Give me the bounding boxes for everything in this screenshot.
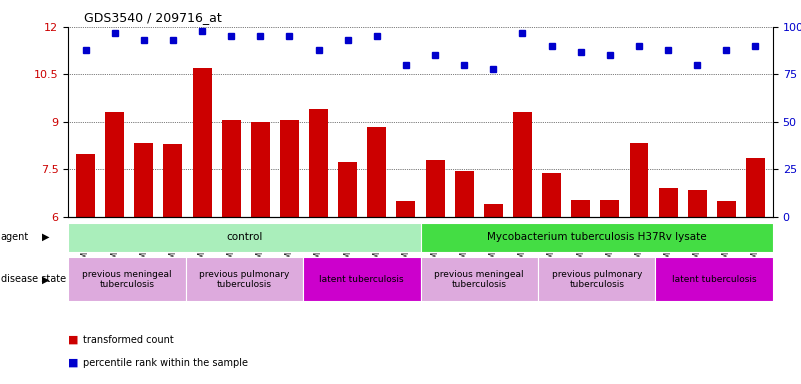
Bar xyxy=(425,160,445,384)
Bar xyxy=(601,200,619,384)
Bar xyxy=(658,189,678,384)
Bar xyxy=(455,171,473,384)
Bar xyxy=(76,154,95,384)
Bar xyxy=(571,200,590,384)
Bar xyxy=(280,120,299,384)
Text: ▶: ▶ xyxy=(42,274,50,285)
Text: previous meningeal
tuberculosis: previous meningeal tuberculosis xyxy=(82,270,171,289)
Bar xyxy=(688,190,706,384)
Bar xyxy=(717,201,736,384)
Bar xyxy=(630,142,649,384)
Bar xyxy=(163,144,183,384)
Text: Mycobacterium tuberculosis H37Rv lysate: Mycobacterium tuberculosis H37Rv lysate xyxy=(487,232,706,242)
Text: control: control xyxy=(226,232,263,242)
Bar xyxy=(251,122,270,384)
Bar xyxy=(192,68,211,384)
Text: previous pulmonary
tuberculosis: previous pulmonary tuberculosis xyxy=(552,270,642,289)
Bar xyxy=(368,127,386,384)
Text: latent tuberculosis: latent tuberculosis xyxy=(320,275,404,284)
Text: latent tuberculosis: latent tuberculosis xyxy=(672,275,756,284)
Text: previous meningeal
tuberculosis: previous meningeal tuberculosis xyxy=(434,270,524,289)
Bar xyxy=(542,173,561,384)
Text: ■: ■ xyxy=(68,358,78,368)
Bar xyxy=(222,120,240,384)
Bar xyxy=(746,158,765,384)
Text: ■: ■ xyxy=(68,335,78,345)
Bar xyxy=(396,201,416,384)
Text: disease state: disease state xyxy=(1,274,66,285)
Bar xyxy=(309,109,328,384)
Text: agent: agent xyxy=(1,232,29,242)
Text: previous pulmonary
tuberculosis: previous pulmonary tuberculosis xyxy=(199,270,289,289)
Text: percentile rank within the sample: percentile rank within the sample xyxy=(83,358,248,368)
Bar xyxy=(513,113,532,384)
Bar xyxy=(135,142,153,384)
Bar xyxy=(484,204,503,384)
Text: GDS3540 / 209716_at: GDS3540 / 209716_at xyxy=(84,12,222,25)
Bar xyxy=(105,113,124,384)
Text: transformed count: transformed count xyxy=(83,335,173,345)
Text: ▶: ▶ xyxy=(42,232,50,242)
Bar xyxy=(338,162,357,384)
